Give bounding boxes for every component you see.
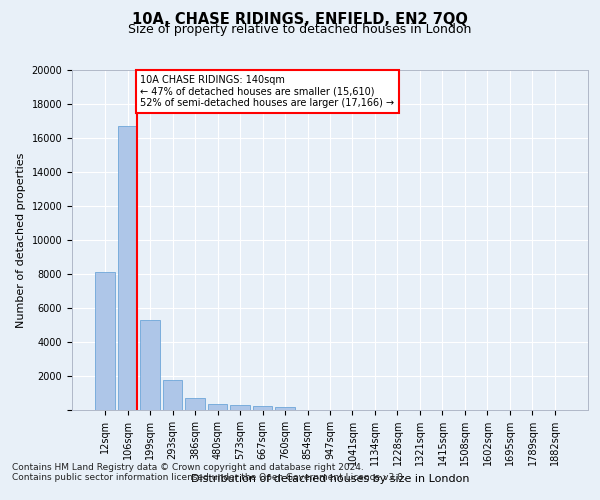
Text: 10A CHASE RIDINGS: 140sqm
← 47% of detached houses are smaller (15,610)
52% of s: 10A CHASE RIDINGS: 140sqm ← 47% of detac… [140, 75, 395, 108]
Text: Size of property relative to detached houses in London: Size of property relative to detached ho… [128, 22, 472, 36]
Bar [163, 380, 182, 410]
Bar [275, 407, 295, 410]
Text: Contains HM Land Registry data © Crown copyright and database right 2024.: Contains HM Land Registry data © Crown c… [12, 462, 364, 471]
X-axis label: Distribution of detached houses by size in London: Distribution of detached houses by size … [191, 474, 469, 484]
Bar [95, 272, 115, 410]
Bar [208, 404, 227, 410]
Y-axis label: Number of detached properties: Number of detached properties [16, 152, 26, 328]
Bar [253, 406, 272, 410]
Bar [140, 320, 160, 410]
Text: Contains public sector information licensed under the Open Government Licence v3: Contains public sector information licen… [12, 472, 406, 482]
Bar [118, 126, 137, 410]
Bar [230, 405, 250, 410]
Bar [185, 398, 205, 410]
Text: 10A, CHASE RIDINGS, ENFIELD, EN2 7QQ: 10A, CHASE RIDINGS, ENFIELD, EN2 7QQ [132, 12, 468, 28]
